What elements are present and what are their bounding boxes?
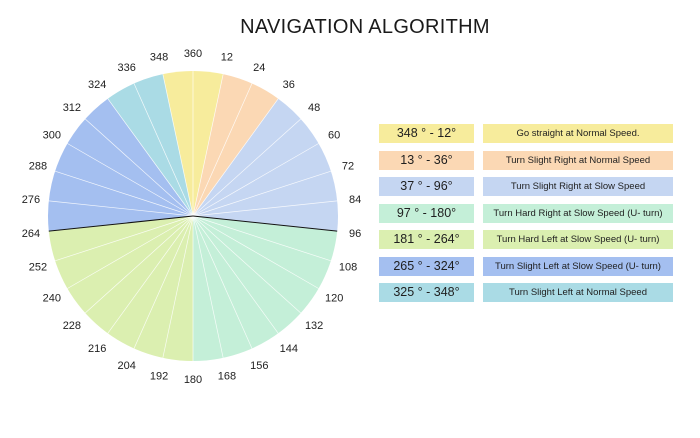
tick-label: 228: [63, 320, 81, 332]
wheel-spoke: [192, 215, 319, 289]
wheel-spoke: [107, 215, 194, 334]
tick-label: 192: [150, 370, 168, 382]
tick-label: 204: [118, 360, 136, 372]
action-box: Turn Slight Left at Normal Speed: [483, 283, 673, 302]
wheel-spoke: [192, 143, 319, 217]
wheel-spoke: [54, 170, 194, 217]
wheel-sector-7: [107, 74, 193, 216]
action-box: Turn Hard Left at Slow Speed (U- turn): [483, 230, 673, 249]
tick-label: 180: [184, 374, 202, 386]
wheel-tick-labels: 360 12 24 36 48 60 72 84 96 108 120 132 144 156 168 180…: [22, 48, 362, 386]
wheel-spoke: [192, 215, 332, 262]
wheel-sector-6: [47, 98, 193, 232]
wheel-spoke: [192, 83, 253, 217]
tick-label: 216: [88, 343, 106, 355]
tick-label: 144: [280, 343, 298, 355]
action-box: Go straight at Normal Speed.: [483, 124, 673, 143]
tick-label: 60: [328, 130, 340, 142]
wheel-spoke: [192, 200, 338, 217]
page-title: NAVIGATION ALGORITHM: [240, 16, 490, 38]
range-box: 325 ° - 348°: [379, 283, 474, 302]
wheel-divider: [192, 215, 338, 232]
range-box: 13 ° - 36°: [379, 150, 474, 170]
wheel-spoke: [192, 98, 279, 217]
tick-label: 36: [283, 79, 295, 91]
wheel-spoke: [54, 215, 194, 262]
wheel-divider: [48, 215, 194, 232]
wheel-spoke: [192, 170, 332, 217]
tick-label: 72: [342, 161, 354, 173]
tick-label: 24: [253, 62, 265, 74]
action-box: Turn Slight Right at Slow Speed: [483, 177, 673, 196]
action-box: Turn Slight Right at Normal Speed: [483, 150, 673, 170]
tick-label: 48: [308, 102, 320, 114]
range-box: 348 ° - 12°: [379, 124, 474, 143]
wheel-spoke: [162, 74, 194, 217]
wheel-sector-3: [193, 98, 339, 232]
wheel-spoke: [192, 215, 301, 314]
wheel-dividers: [48, 215, 338, 232]
wheel-spokes: [48, 71, 338, 361]
wheel-spoke: [192, 118, 301, 217]
action-box: Turn Slight Left at Slow Speed (U- turn): [483, 256, 673, 276]
tick-label: 156: [250, 360, 268, 372]
wheel-sector-2: [193, 74, 279, 216]
action-box: Turn Hard Right at Slow Speed (U- turn): [483, 203, 673, 223]
wheel-spoke: [48, 200, 194, 217]
tick-label: 12: [221, 52, 233, 64]
tick-label: 276: [22, 194, 40, 206]
wheel-spoke: [192, 215, 279, 334]
wheel-spoke: [192, 215, 253, 349]
tick-label: 264: [22, 228, 40, 240]
tick-label: 300: [43, 130, 61, 142]
tick-label: 252: [29, 261, 47, 273]
wheel-spoke: [67, 215, 194, 289]
wheel-spoke: [192, 74, 224, 217]
tick-label: 348: [150, 52, 168, 64]
tick-label: 132: [305, 320, 323, 332]
tick-label: 288: [29, 161, 47, 173]
wheel-spoke: [162, 215, 194, 358]
tick-label: 84: [349, 194, 361, 206]
tick-label: 324: [88, 79, 106, 91]
wheel-spoke: [67, 143, 194, 217]
wheel-spoke: [192, 215, 224, 358]
tick-label: 108: [339, 261, 357, 273]
tick-label: 240: [43, 293, 61, 305]
range-box: 181 ° - 264°: [379, 230, 474, 249]
wheel-sectors: [47, 71, 339, 361]
range-box: 37 ° - 96°: [379, 177, 474, 196]
range-box: 97 ° - 180°: [379, 203, 474, 223]
tick-label: 168: [218, 370, 236, 382]
wheel-sector-5: [48, 216, 193, 361]
tick-label: 336: [118, 62, 136, 74]
tick-label: 312: [63, 102, 81, 114]
tick-label: 96: [349, 228, 361, 240]
wheel-spoke: [107, 98, 194, 217]
tick-label: 120: [325, 293, 343, 305]
wheel-spoke: [133, 83, 194, 217]
tick-label: 360: [184, 48, 202, 60]
wheel-spoke: [85, 118, 194, 217]
wheel-spoke: [85, 215, 194, 314]
range-box: 265 ° - 324°: [379, 256, 474, 276]
wheel-spoke: [133, 215, 194, 349]
wheel-sector-4: [193, 216, 338, 361]
